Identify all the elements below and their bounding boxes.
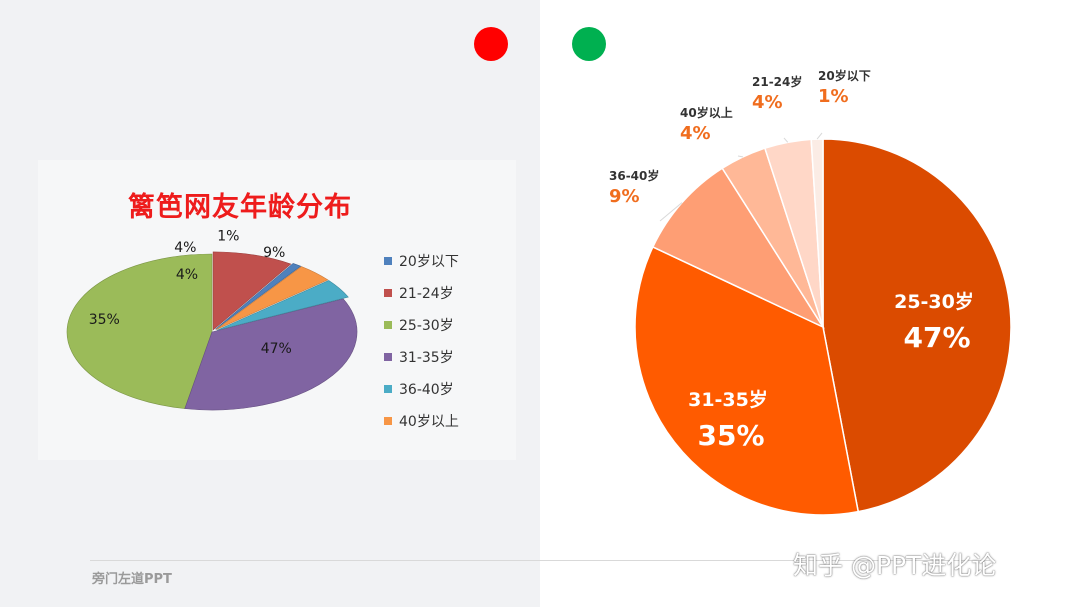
- old-value-label-40: 4%: [174, 240, 196, 256]
- new-category-label-31-35: 31-35岁: [688, 388, 768, 411]
- old-value-label-31-35: 35%: [89, 312, 120, 328]
- watermark: 知乎 @PPT进化论: [793, 551, 997, 580]
- legend-item: 25-30岁: [384, 309, 459, 341]
- footer-divider: [90, 560, 990, 561]
- new-value-label-21-24: 4%: [752, 92, 783, 113]
- old-chart-title: 篱笆网友年龄分布: [128, 192, 352, 223]
- new-slice-31-35: [634, 245, 860, 516]
- new-value-label-31-35: 35%: [697, 419, 764, 452]
- old-value-label-21-24: 9%: [263, 245, 285, 261]
- new-value-label-25-30: 47%: [903, 321, 970, 354]
- new-leader-line-20: [816, 132, 823, 140]
- legend-swatch: [384, 257, 392, 265]
- legend-label: 21-24岁: [399, 286, 454, 302]
- new-category-label-40: 40岁以上: [680, 105, 733, 120]
- legend-label: 40岁以上: [399, 414, 459, 430]
- new-slice-36-40: [651, 167, 826, 329]
- new-value-label-20: 1%: [818, 86, 849, 107]
- legend-label: 25-30岁: [399, 318, 454, 334]
- legend-swatch: [384, 321, 392, 329]
- legend-item: 21-24岁: [384, 277, 459, 309]
- legend-swatch: [384, 385, 392, 393]
- legend-swatch: [384, 353, 392, 361]
- old-3d-pie-chart: 1% 9% 47% 35% 4% 4%: [66, 228, 358, 411]
- new-category-label-21-24: 21-24岁: [752, 74, 802, 89]
- legend-item: 40岁以上: [384, 405, 459, 437]
- bad-example-indicator: [474, 27, 508, 61]
- new-category-label-25-30: 25-30岁: [894, 290, 974, 313]
- good-example-indicator: [572, 27, 606, 61]
- old-chart-legend: 20岁以下 21-24岁 25-30岁 31-35岁 36-40岁 40岁以上: [384, 245, 459, 437]
- old-slice-25-30: [66, 253, 213, 409]
- new-leader-line-36-40: [659, 202, 683, 222]
- old-value-label-25-30: 47%: [261, 341, 292, 357]
- legend-swatch: [384, 289, 392, 297]
- legend-label: 31-35岁: [399, 350, 454, 366]
- legend-swatch: [384, 417, 392, 425]
- legend-item: 31-35岁: [384, 341, 459, 373]
- old-value-label-36-40: 4%: [176, 267, 198, 283]
- old-slice-36-40: [216, 280, 349, 331]
- new-value-label-36-40: 9%: [609, 186, 640, 207]
- legend-label: 20岁以下: [399, 254, 459, 270]
- new-slice-20: [810, 138, 824, 328]
- old-slice-40: [215, 266, 329, 330]
- old-slice-21-24: [212, 251, 292, 331]
- new-category-label-20: 20岁以下: [818, 68, 871, 83]
- old-value-label-20: 1%: [217, 228, 239, 244]
- new-slice-25-30: [822, 138, 1012, 513]
- legend-item: 20岁以下: [384, 245, 459, 277]
- legend-item: 36-40岁: [384, 373, 459, 405]
- old-slice-20: [215, 263, 302, 330]
- new-leader-line-21-24: [783, 137, 789, 143]
- old-slice-31-35: [184, 298, 358, 411]
- new-category-label-36-40: 36-40岁: [609, 168, 659, 183]
- new-leader-line-40: [737, 155, 744, 158]
- footer-brand: 旁门左道PPT: [92, 572, 172, 587]
- legend-label: 36-40岁: [399, 382, 454, 398]
- new-value-label-40: 4%: [680, 123, 711, 144]
